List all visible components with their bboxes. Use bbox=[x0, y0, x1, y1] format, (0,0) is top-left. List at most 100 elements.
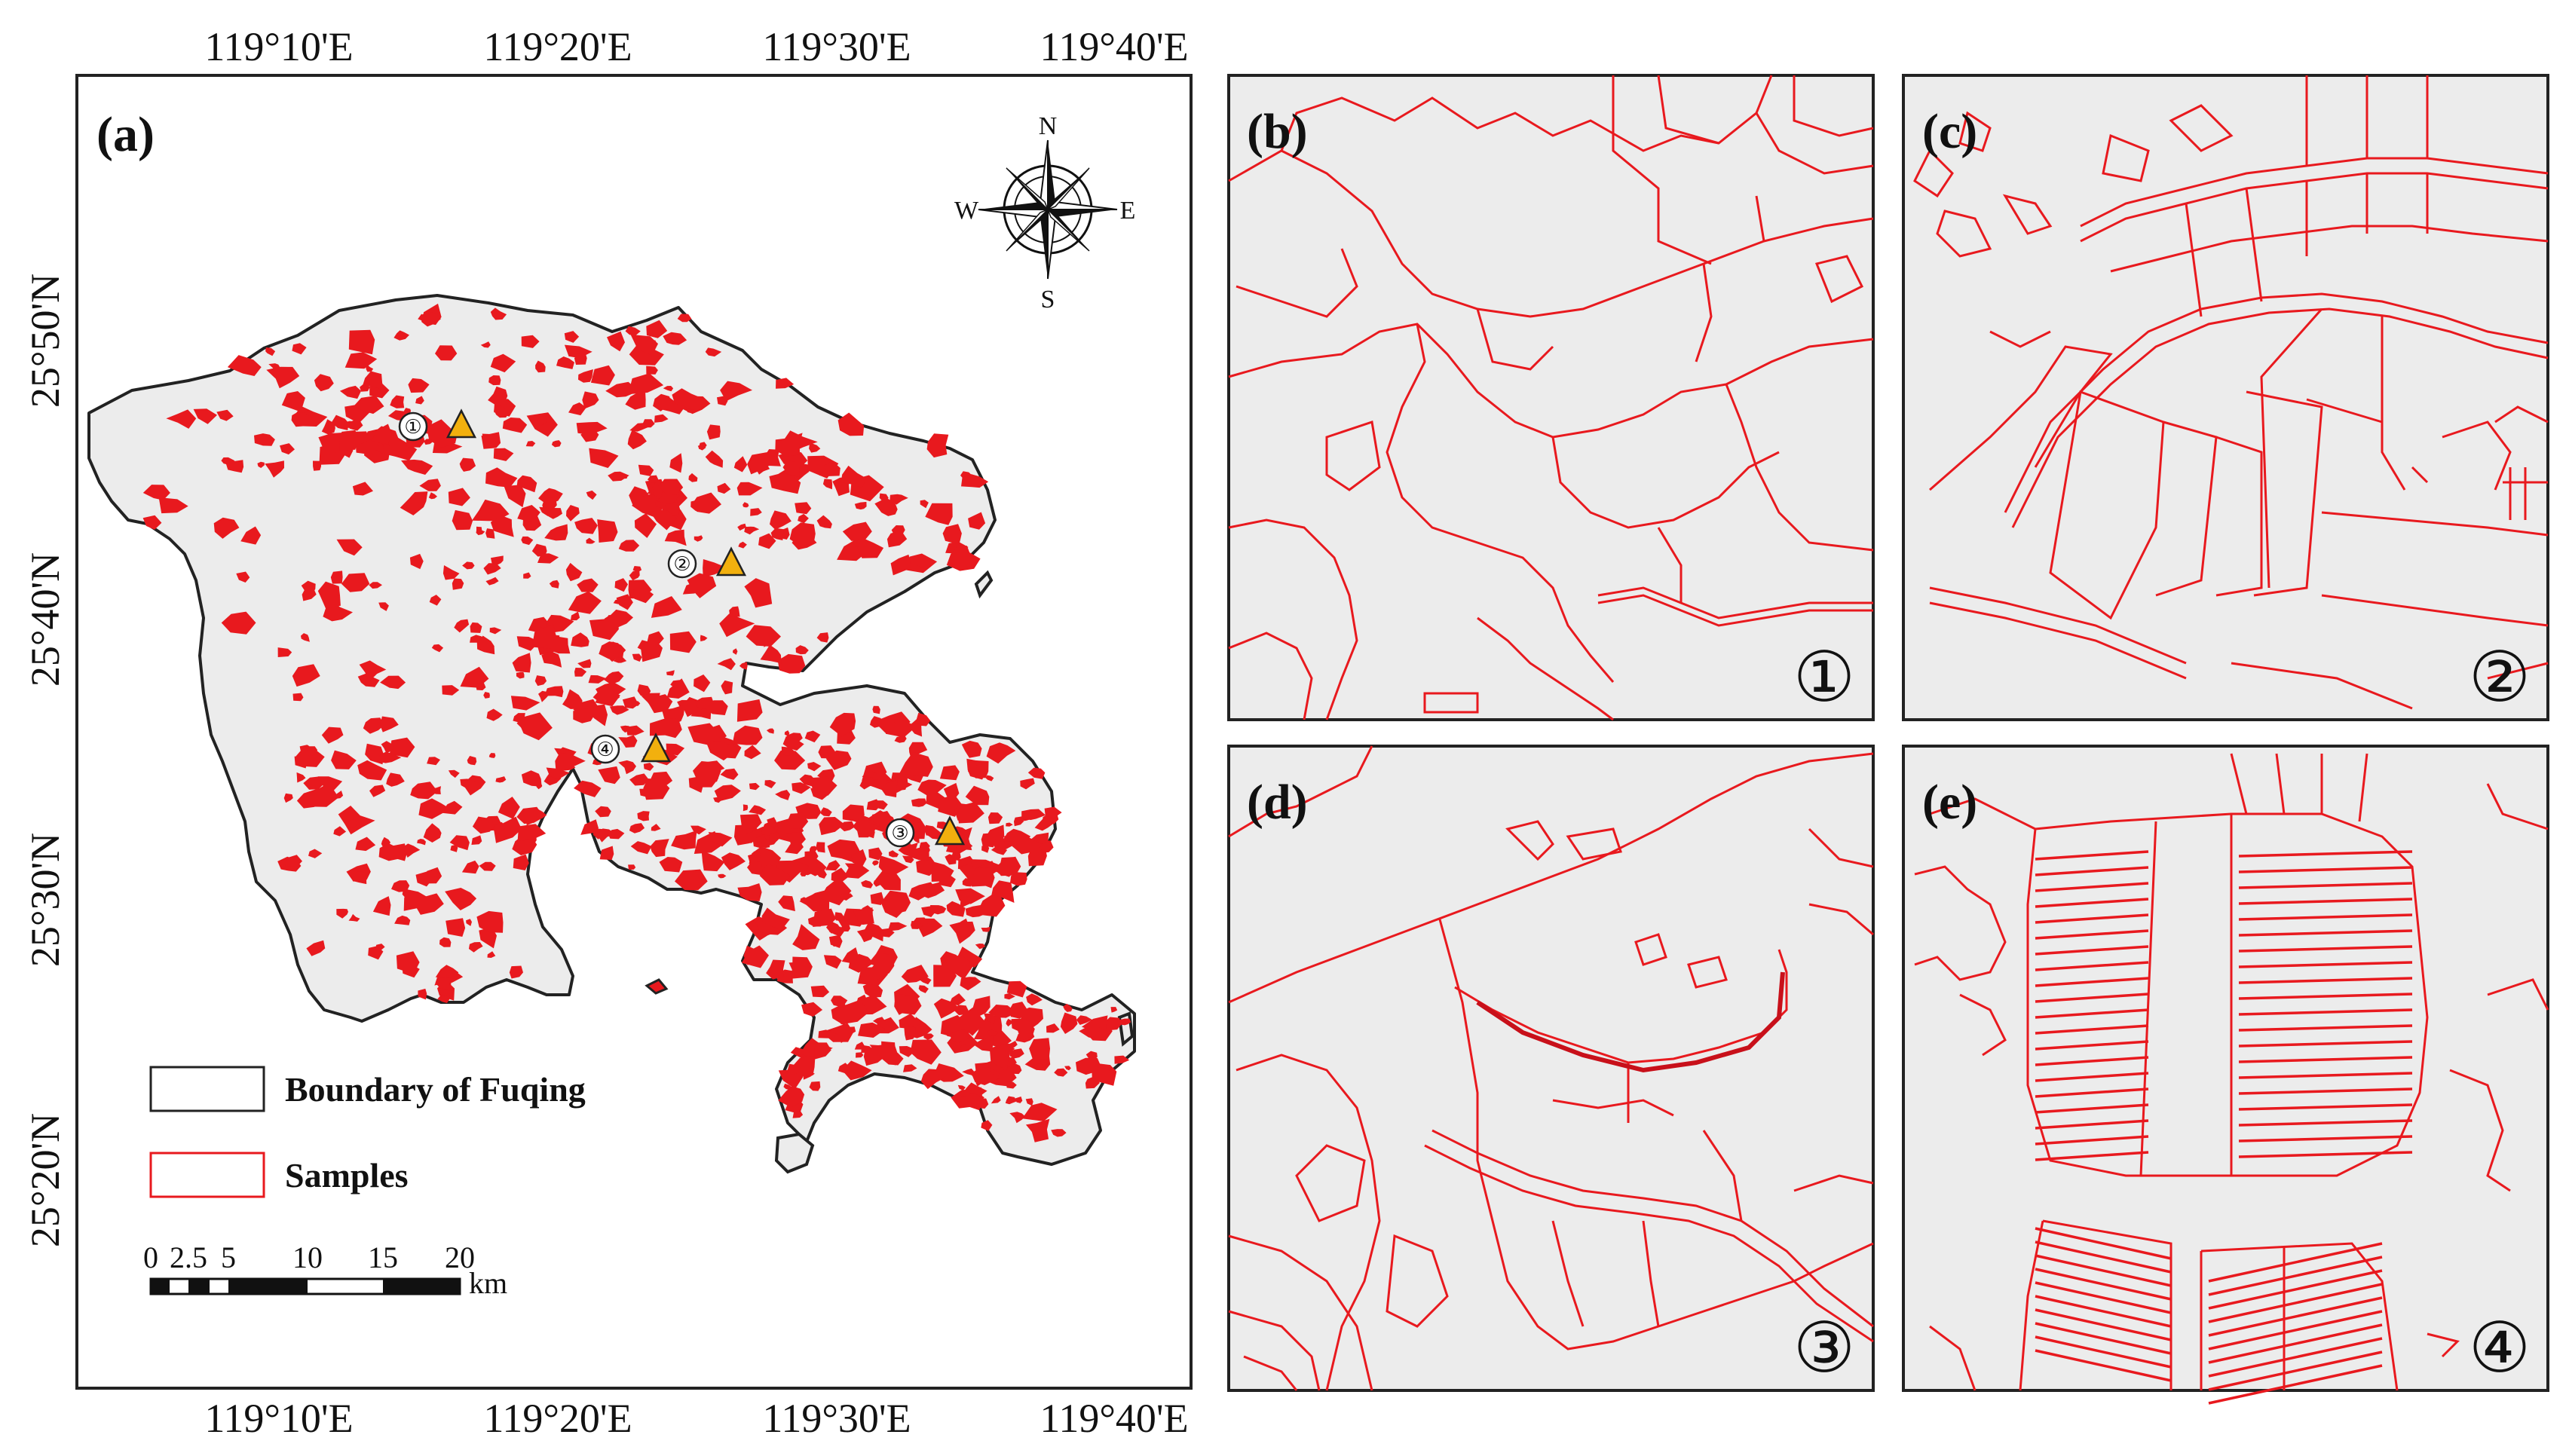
sample-patch bbox=[799, 892, 821, 912]
field-strip bbox=[2035, 913, 2149, 924]
sample-patch bbox=[441, 800, 463, 815]
sample-patch bbox=[1029, 1038, 1050, 1060]
sample-patch bbox=[925, 503, 953, 525]
sample-patch bbox=[221, 611, 256, 635]
sample-patch bbox=[285, 855, 302, 867]
sample-patch bbox=[766, 728, 774, 734]
sample-patch bbox=[653, 483, 663, 500]
sample-patch bbox=[1006, 1018, 1014, 1027]
sample-patch bbox=[590, 365, 615, 386]
sample-patch bbox=[475, 682, 486, 690]
sample-patch bbox=[778, 1086, 805, 1108]
sample-patch bbox=[764, 780, 776, 788]
sample-patch bbox=[614, 578, 628, 592]
sample-patch bbox=[339, 385, 362, 399]
sample-patch bbox=[306, 746, 318, 757]
sample-patch bbox=[435, 965, 459, 979]
field-strip bbox=[2238, 977, 2413, 984]
sample-patch bbox=[601, 456, 608, 463]
sample-patch bbox=[357, 760, 387, 781]
sample-patch bbox=[629, 570, 640, 581]
sample-patch bbox=[798, 513, 809, 524]
sample-patch bbox=[975, 944, 986, 950]
field-strip bbox=[2035, 993, 2149, 1003]
field-strip bbox=[2035, 882, 2149, 892]
sample-patch bbox=[1010, 872, 1027, 886]
sample-patch bbox=[424, 439, 433, 445]
sample-patch bbox=[829, 712, 856, 737]
sample-patch bbox=[291, 412, 313, 427]
sample-patch bbox=[470, 622, 482, 633]
field-strip bbox=[2035, 1240, 2172, 1274]
sample-site-triangle-4 bbox=[640, 733, 672, 763]
sample-patch bbox=[509, 965, 523, 979]
sample-patch bbox=[908, 882, 938, 901]
field-strip bbox=[2208, 1283, 2383, 1323]
sample-patch bbox=[314, 374, 334, 392]
field-strip bbox=[2238, 1103, 2413, 1111]
scale-tick-10: 10 bbox=[292, 1240, 323, 1274]
sample-patch bbox=[296, 772, 306, 783]
sample-patch bbox=[450, 844, 458, 852]
lon-label-bottom-3: 119°30'E bbox=[762, 1396, 911, 1441]
sample-patch bbox=[333, 826, 347, 837]
sample-patch bbox=[856, 1052, 864, 1058]
field-strip bbox=[2208, 1337, 2383, 1378]
sample-patch bbox=[254, 433, 275, 446]
sample-patch bbox=[348, 329, 375, 355]
sample-patch bbox=[394, 915, 411, 925]
sample-patch bbox=[809, 846, 818, 854]
sample-patch bbox=[277, 647, 292, 657]
sample-patch bbox=[1119, 1018, 1131, 1026]
sample-site-circle-3 bbox=[885, 818, 915, 848]
sample-site-4: ④ bbox=[590, 733, 672, 764]
sample-patch bbox=[523, 572, 531, 579]
panel-c: (c) ② bbox=[1902, 74, 2549, 721]
scale-tick-5: 5 bbox=[221, 1240, 236, 1274]
sample-patch bbox=[1004, 993, 1015, 1000]
sample-patch bbox=[904, 1026, 916, 1041]
sample-patch bbox=[485, 467, 518, 488]
north-arrow-icon: N S E W bbox=[954, 112, 1135, 314]
sample-patch bbox=[880, 897, 906, 918]
sample-patch bbox=[682, 696, 709, 717]
lat-label-2: 25°40'N bbox=[23, 552, 68, 687]
sample-patch bbox=[604, 671, 624, 685]
sample-patch bbox=[766, 959, 785, 980]
sample-patch bbox=[472, 816, 495, 834]
lon-label-top-4: 119°40'E bbox=[1040, 24, 1188, 69]
sample-patch bbox=[381, 837, 390, 849]
sample-patch bbox=[281, 391, 305, 412]
sample-patch bbox=[902, 855, 914, 864]
field-strip bbox=[2238, 1151, 2413, 1158]
sample-patch bbox=[400, 491, 428, 515]
sample-patch bbox=[749, 805, 767, 815]
sample-patch bbox=[562, 689, 583, 709]
sample-patch bbox=[939, 765, 960, 781]
sample-patch bbox=[317, 581, 341, 609]
panel-c-frame bbox=[1902, 74, 2549, 721]
sample-patch bbox=[753, 851, 761, 858]
sample-patch bbox=[1025, 1098, 1033, 1106]
sample-patch bbox=[987, 1029, 999, 1037]
lon-label-top-2: 119°20'E bbox=[483, 24, 632, 69]
field-strip bbox=[2238, 1024, 2413, 1032]
sample-patch bbox=[919, 842, 930, 852]
sample-patch bbox=[541, 650, 562, 668]
sample-patch bbox=[917, 779, 947, 796]
scale-bar-seg-3 bbox=[228, 1279, 308, 1294]
sample-site-number-3: ③ bbox=[891, 822, 908, 845]
sample-patch bbox=[981, 926, 991, 932]
sample-patch bbox=[701, 850, 725, 872]
sample-patch bbox=[810, 985, 830, 998]
sample-patch bbox=[418, 988, 427, 1000]
sample-patch bbox=[809, 442, 821, 453]
field-strip bbox=[2208, 1242, 2383, 1283]
sample-patch bbox=[355, 837, 376, 852]
sample-patch bbox=[859, 776, 875, 790]
sample-patch bbox=[461, 860, 479, 874]
sample-patch bbox=[1011, 1008, 1027, 1019]
sample-site-number-4: ④ bbox=[596, 739, 614, 761]
sample-patch bbox=[974, 760, 982, 767]
sample-patch bbox=[568, 402, 586, 416]
